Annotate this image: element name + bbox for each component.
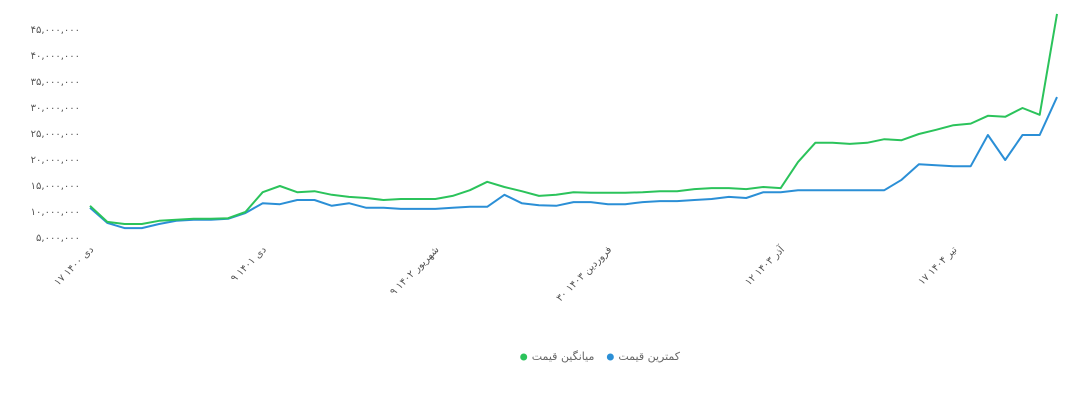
x-tick-label: ۱۲ آذر ۱۴۰۳ [742,242,788,288]
legend-marker [520,353,528,361]
x-tick-label: ۱۷ دی ۱۴۰۰ [52,244,96,288]
y-tick-label: ۱۰,۰۰۰,۰۰۰ [31,207,80,218]
legend-marker [606,353,614,361]
x-tick-label: ۹ شهریور ۱۴۰۲ [388,244,441,297]
legend-label: کمترین قیمت [618,350,680,363]
y-tick-label: ۳۰,۰۰۰,۰۰۰ [31,103,80,114]
y-tick-label: ۴۰,۰۰۰,۰۰۰ [31,51,80,62]
y-tick-label: ۲۰,۰۰۰,۰۰۰ [31,155,80,166]
x-tick-label: ۳۰ فروردین ۱۴۰۳ [555,244,615,304]
series-line [89,13,1058,225]
y-tick-label: ۱۵,۰۰۰,۰۰۰ [31,181,80,192]
y-tick-label: ۴۵,۰۰۰,۰۰۰ [31,25,80,36]
legend-label: میانگین قیمت [532,350,595,363]
x-tick-label: ۱۷ تیر ۱۴۰۴ [917,244,960,287]
y-tick-label: ۲۵,۰۰۰,۰۰۰ [31,129,80,140]
y-tick-label: ۳۵,۰۰۰,۰۰۰ [31,77,80,88]
y-tick-label: ۵,۰۰۰,۰۰۰ [36,233,80,244]
x-tick-label: ۹ دی ۱۴۰۱ [229,244,269,284]
series-line [89,96,1058,230]
